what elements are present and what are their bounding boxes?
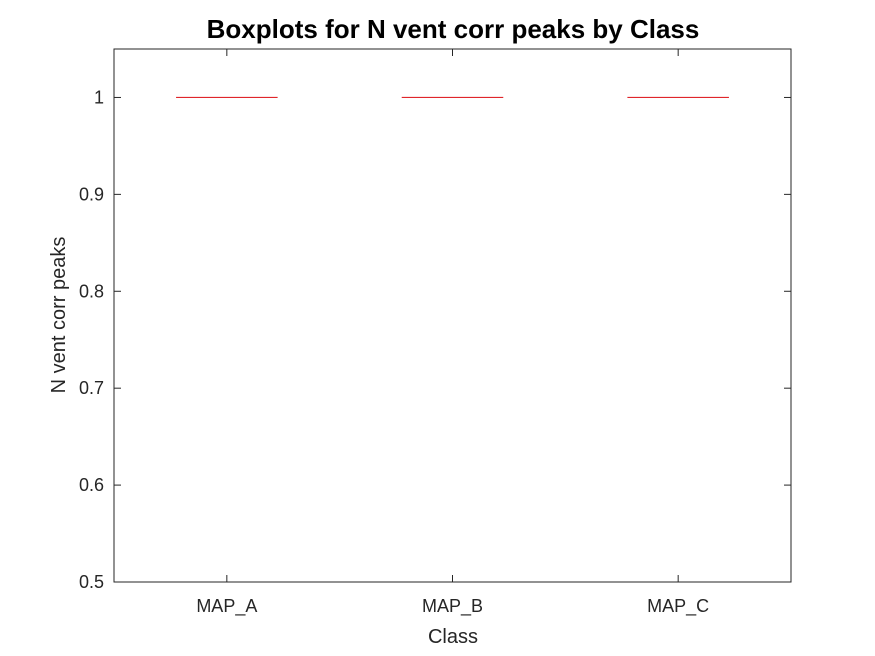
x-tick-label: MAP_A bbox=[196, 596, 257, 617]
y-tick-label: 0.6 bbox=[79, 475, 104, 495]
x-tick-label: MAP_C bbox=[647, 596, 709, 617]
y-tick-label: 0.5 bbox=[79, 572, 104, 592]
chart-title: Boxplots for N vent corr peaks by Class bbox=[207, 14, 700, 44]
y-tick-label: 0.9 bbox=[79, 184, 104, 204]
y-tick-label: 1 bbox=[94, 87, 104, 107]
x-axis: MAP_A MAP_B MAP_C bbox=[196, 49, 709, 617]
y-axis-label: N vent corr peaks bbox=[48, 237, 70, 394]
x-axis-label: Class bbox=[428, 626, 478, 648]
plot-area bbox=[113, 48, 792, 583]
y-axis: 0.5 0.6 0.7 0.8 0.9 1 bbox=[79, 87, 791, 592]
y-tick-label: 0.8 bbox=[79, 281, 104, 301]
y-tick-label: 0.7 bbox=[79, 378, 104, 398]
x-tick-label: MAP_B bbox=[422, 596, 483, 617]
